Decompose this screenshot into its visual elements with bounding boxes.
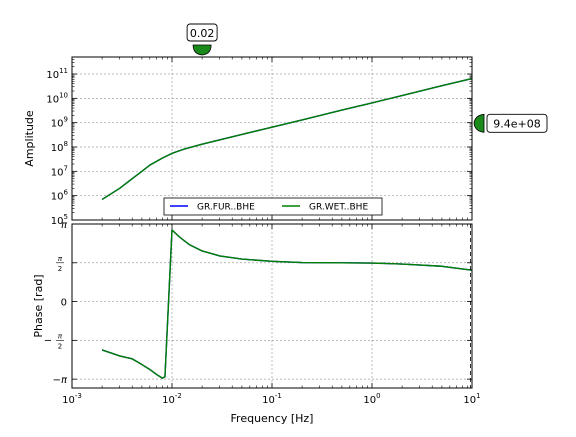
y-tick-label: 106: [51, 189, 69, 203]
y-tick-label: 107: [51, 164, 68, 178]
marker-arrow: [192, 44, 212, 56]
marker-value: 0.02: [190, 27, 215, 40]
x-axis-label: Frequency [Hz]: [231, 412, 314, 425]
y-tick-label: − π 2: [44, 332, 64, 350]
x-tick-label: 10-3: [62, 392, 82, 406]
tick-denominator: 2: [58, 265, 62, 273]
legend-label: GR.WET..BHE: [309, 203, 368, 213]
legend-box: [163, 197, 383, 216]
tick-base: 10: [62, 395, 75, 406]
legend: GR.FUR..BHE GR.WET..BHE: [163, 197, 383, 216]
tick-exponent: -3: [75, 392, 82, 400]
y-tick-label: 0: [61, 298, 67, 309]
tick-exponent: -2: [175, 392, 182, 400]
tick-sign: −: [44, 335, 52, 346]
tick-exponent: 5: [64, 213, 68, 221]
tick-exponent: 1: [476, 392, 480, 400]
y-tick-label: 1011: [46, 67, 68, 81]
tick-exponent: 8: [64, 140, 68, 148]
tick-text: −π: [53, 375, 68, 386]
tick-text: π: [61, 220, 68, 231]
marker-value: 9.4e+08: [493, 117, 540, 130]
y-tick-label: π2: [56, 255, 64, 273]
tick-base: 10: [463, 395, 476, 406]
tick-base: 10: [363, 395, 376, 406]
amplitude-panel: 10510610710810910101011AmplitudeGR.FUR..…: [23, 56, 473, 227]
tick-numerator: π: [58, 255, 63, 263]
tick-exponent: 6: [64, 189, 69, 197]
y-tick-label: 108: [51, 140, 68, 154]
tick-exponent: -1: [275, 392, 282, 400]
y-axis-label: Phase [rad]: [32, 274, 45, 337]
tick-base: 10: [51, 143, 64, 154]
frequency-marker: 0.02: [186, 23, 218, 56]
series-line-GR.WET..BHE: [101, 77, 473, 201]
tick-exponent: 0: [376, 392, 380, 400]
tick-exponent: 7: [64, 164, 68, 172]
tick-base: 10: [51, 216, 64, 227]
legend-label: GR.FUR..BHE: [197, 203, 255, 213]
marker-box: [486, 113, 548, 133]
series-line-GR.WET..BHE: [101, 229, 473, 379]
tick-base: 10: [51, 192, 64, 203]
y-tick-label: −π: [53, 375, 68, 386]
tick-exponent: 11: [59, 67, 68, 75]
x-tick-label: 101: [463, 392, 480, 406]
marker-layer: 0.02 9.4e+08: [186, 23, 548, 133]
plot-frame: [71, 56, 473, 221]
tick-numerator: π: [58, 332, 63, 340]
marker-arrow: [473, 113, 485, 133]
tick-text: 0: [61, 298, 67, 309]
tick-exponent: 9: [64, 116, 68, 124]
plot-frame: [71, 223, 473, 389]
tick-denominator: 2: [58, 342, 62, 350]
x-tick-label: 10-1: [262, 392, 282, 406]
x-tick-label: 100: [363, 392, 380, 406]
amplitude-marker: 9.4e+08: [473, 113, 548, 133]
tick-base: 10: [46, 70, 59, 81]
tick-base: 10: [262, 395, 275, 406]
y-tick-label: 109: [51, 116, 68, 130]
x-tick-label: 10-2: [162, 392, 182, 406]
tick-base: 10: [46, 94, 59, 105]
y-tick-label: π: [61, 220, 68, 231]
tick-base: 10: [162, 395, 175, 406]
tick-base: 10: [51, 167, 64, 178]
marker-box: [186, 23, 218, 42]
y-tick-label: 105: [51, 213, 68, 227]
y-axis-label: Amplitude: [23, 110, 36, 167]
tick-exponent: 10: [59, 91, 68, 99]
tick-base: 10: [51, 119, 64, 130]
y-tick-label: 1010: [46, 91, 68, 105]
